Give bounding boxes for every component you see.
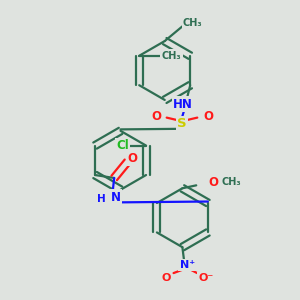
Text: O: O <box>161 273 171 284</box>
Text: S: S <box>177 117 187 130</box>
Text: O: O <box>203 110 213 123</box>
Text: HN: HN <box>173 98 193 111</box>
Text: CH₃: CH₃ <box>183 18 203 28</box>
Text: N⁺: N⁺ <box>180 260 195 270</box>
Text: CH₃: CH₃ <box>162 51 182 61</box>
Text: O: O <box>151 110 161 123</box>
Text: CH₃: CH₃ <box>221 177 241 188</box>
Text: H: H <box>98 194 106 205</box>
Text: O: O <box>128 152 138 165</box>
Text: Cl: Cl <box>116 139 129 152</box>
Text: N: N <box>111 190 121 204</box>
Text: O⁻: O⁻ <box>198 273 214 284</box>
Text: O: O <box>208 176 218 189</box>
